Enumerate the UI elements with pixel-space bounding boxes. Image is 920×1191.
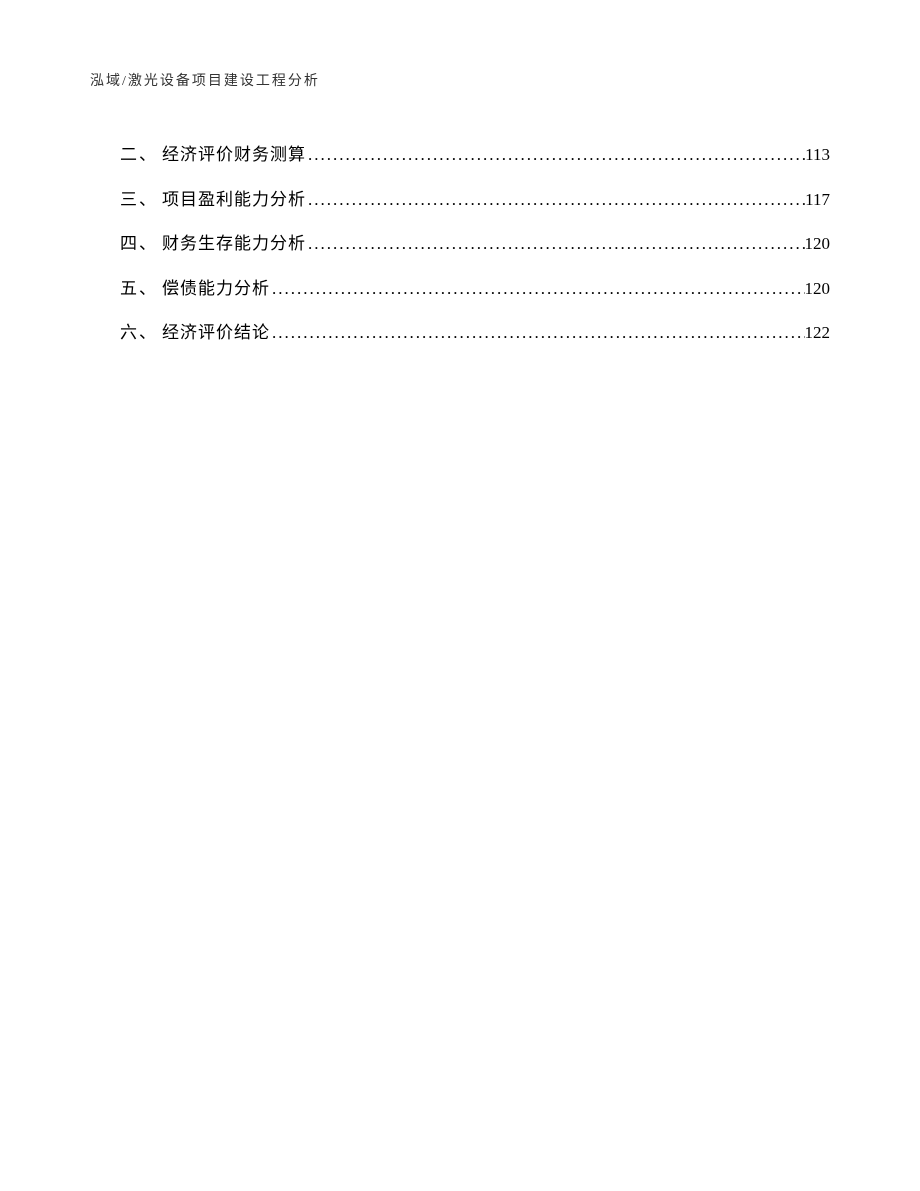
toc-entry-separator: 、 (139, 318, 156, 349)
toc-entry-page: 122 (805, 318, 831, 349)
toc-dot-leader: ........................................… (306, 229, 805, 260)
toc-entry: 二 、 经济评价财务测算 ...........................… (120, 140, 830, 171)
header-text: 泓域/激光设备项目建设工程分析 (90, 74, 320, 89)
toc-entry-title: 偿债能力分析 (162, 274, 270, 305)
toc-entry-number: 三 (120, 185, 137, 216)
toc-entry-page: 113 (805, 140, 830, 171)
toc-dot-leader: ........................................… (306, 140, 805, 171)
document-page: 泓域/激光设备项目建设工程分析 二 、 经济评价财务测算 ...........… (0, 0, 920, 1191)
toc-entry: 五 、 偿债能力分析 .............................… (120, 274, 830, 305)
page-header: 泓域/激光设备项目建设工程分析 (90, 70, 830, 90)
toc-dot-leader: ........................................… (270, 274, 805, 305)
toc-entry-separator: 、 (139, 229, 156, 260)
toc-entry-number: 六 (120, 318, 137, 349)
toc-entry-page: 120 (805, 274, 831, 305)
toc-entry-number: 四 (120, 229, 137, 260)
toc-entry-title: 经济评价结论 (162, 318, 270, 349)
toc-entry: 四 、 财务生存能力分析 ...........................… (120, 229, 830, 260)
toc-entry-page: 120 (805, 229, 831, 260)
toc-entry: 三 、 项目盈利能力分析 ...........................… (120, 185, 830, 216)
toc-entry-number: 五 (120, 274, 137, 305)
toc-entry-separator: 、 (139, 185, 156, 216)
table-of-contents: 二 、 经济评价财务测算 ...........................… (90, 140, 830, 349)
toc-dot-leader: ........................................… (270, 318, 805, 349)
toc-dot-leader: ........................................… (306, 185, 805, 216)
toc-entry-separator: 、 (139, 274, 156, 305)
toc-entry-page: 117 (805, 185, 830, 216)
toc-entry-title: 经济评价财务测算 (162, 140, 306, 171)
toc-entry-title: 财务生存能力分析 (162, 229, 306, 260)
toc-entry: 六 、 经济评价结论 .............................… (120, 318, 830, 349)
toc-entry-separator: 、 (139, 140, 156, 171)
toc-entry-number: 二 (120, 140, 137, 171)
toc-entry-title: 项目盈利能力分析 (162, 185, 306, 216)
